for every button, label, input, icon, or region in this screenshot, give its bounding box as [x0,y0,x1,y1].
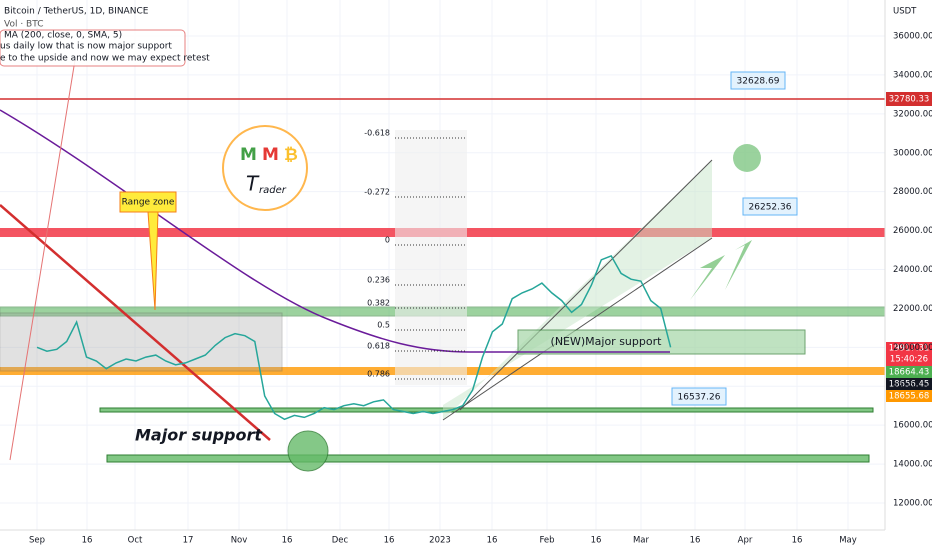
x-tick-label: Apr [738,536,753,546]
price-callout [742,197,798,216]
black-price: 18656.45 [889,380,930,390]
logo-t: T [246,172,260,196]
major-support: Major support [135,426,263,445]
fib-area [395,130,467,385]
y-tick-label: 24000.00 [893,265,932,275]
comment-pointer [9,59,76,461]
fib-label: 0.5 [377,321,390,330]
currency: USDT [893,7,917,17]
price-tag [886,378,932,390]
x-tick-label: Feb [539,536,554,546]
y-tick-label: 36000.00 [893,32,932,42]
fib-label: 0.236 [367,276,390,285]
target-high: 32628.69 [737,77,780,87]
orange-price: 18655.68 [889,392,930,402]
ma-200 [0,109,670,353]
arrow [725,240,752,290]
fib-label: 0.786 [367,370,390,379]
fib-label: -0.618 [364,129,390,138]
x-tick-label: 2023 [429,536,451,546]
y-tick-label: 20000.00 [893,343,932,353]
x-tick-label: Oct [128,536,143,546]
y-tick-label: 28000.00 [893,187,932,197]
x-tick-label: 17 [183,536,194,546]
y-tick-label: 22000.00 [893,304,932,314]
new-major-support: (NEW)Major support [551,335,663,348]
y-tick-label: 12000.00 [893,499,932,509]
x-tick-label: Mar [633,536,650,546]
level-low: 16537.26 [678,393,721,403]
volume-label: Vol · BTC [4,20,43,30]
x-tick-label: 16 [282,536,293,546]
x-tick-label: 16 [384,536,395,546]
price-tag [886,366,932,378]
last-price: 19917.31 [889,344,930,354]
comment-line: us daily low that is now major support [0,42,172,52]
rocket-icon [733,144,761,172]
price-tag [886,390,932,402]
x-tick-label: Dec [332,536,349,546]
y-tick-label: 26000.00 [893,226,932,236]
y-tick-label: 18000.00 [893,382,932,392]
logo-m: M [262,145,279,165]
y-tick-label: 32000.00 [893,109,932,119]
callout-pointer [147,211,159,311]
symbol: Bitcoin / TetherUS, 1D, BINANCE [4,7,149,17]
x-tick-label: May [839,536,857,546]
price-callout [671,387,727,406]
price-line [36,254,672,421]
channel-line [442,237,713,421]
x-tick-label: Nov [231,536,248,546]
fib-label: 0.382 [367,299,390,308]
x-tick-label: 16 [792,536,803,546]
x-tick-label: 16 [82,536,93,546]
y-tick-label: 30000.00 [893,148,932,158]
target-mid: 26252.36 [749,203,792,213]
x-tick-label: 16 [487,536,498,546]
channel [443,160,712,420]
comment-line: e to the upside and now we may expect re… [0,54,210,64]
range-box [0,312,283,372]
range-zone: Range zone [122,198,175,208]
support-circle [287,430,329,472]
y-tick-label: 34000.00 [893,70,932,80]
y-tick-label: 14000.00 [893,460,932,470]
logo-trader: rader [259,185,287,196]
countdown: 15:40:26 [890,355,928,365]
ma-label: MA (200, close, 0, SMA, 5) [4,31,122,41]
arrow [690,255,725,300]
y-tick-label: 16000.00 [893,421,932,431]
fib-label: 0.618 [367,342,390,351]
green-price: 18664.43 [889,368,930,378]
x-tick-label: Sep [29,536,45,546]
comment-box [0,29,186,67]
red-line-price: 32780.33 [889,95,930,105]
fib-label: -0.272 [364,188,390,197]
price-callout [730,71,786,90]
channel-line [459,159,713,411]
fib-label: 0 [385,236,390,245]
x-tick-label: 16 [690,536,701,546]
logo [222,125,308,211]
logo-btc: ₿ [284,145,298,165]
low-level [99,407,874,413]
price-tag [886,92,932,106]
bottom-zone [106,454,870,463]
x-tick-label: 16 [591,536,602,546]
logo-m: M [240,145,257,165]
price-tag [886,342,932,366]
new-support-box [517,329,806,355]
